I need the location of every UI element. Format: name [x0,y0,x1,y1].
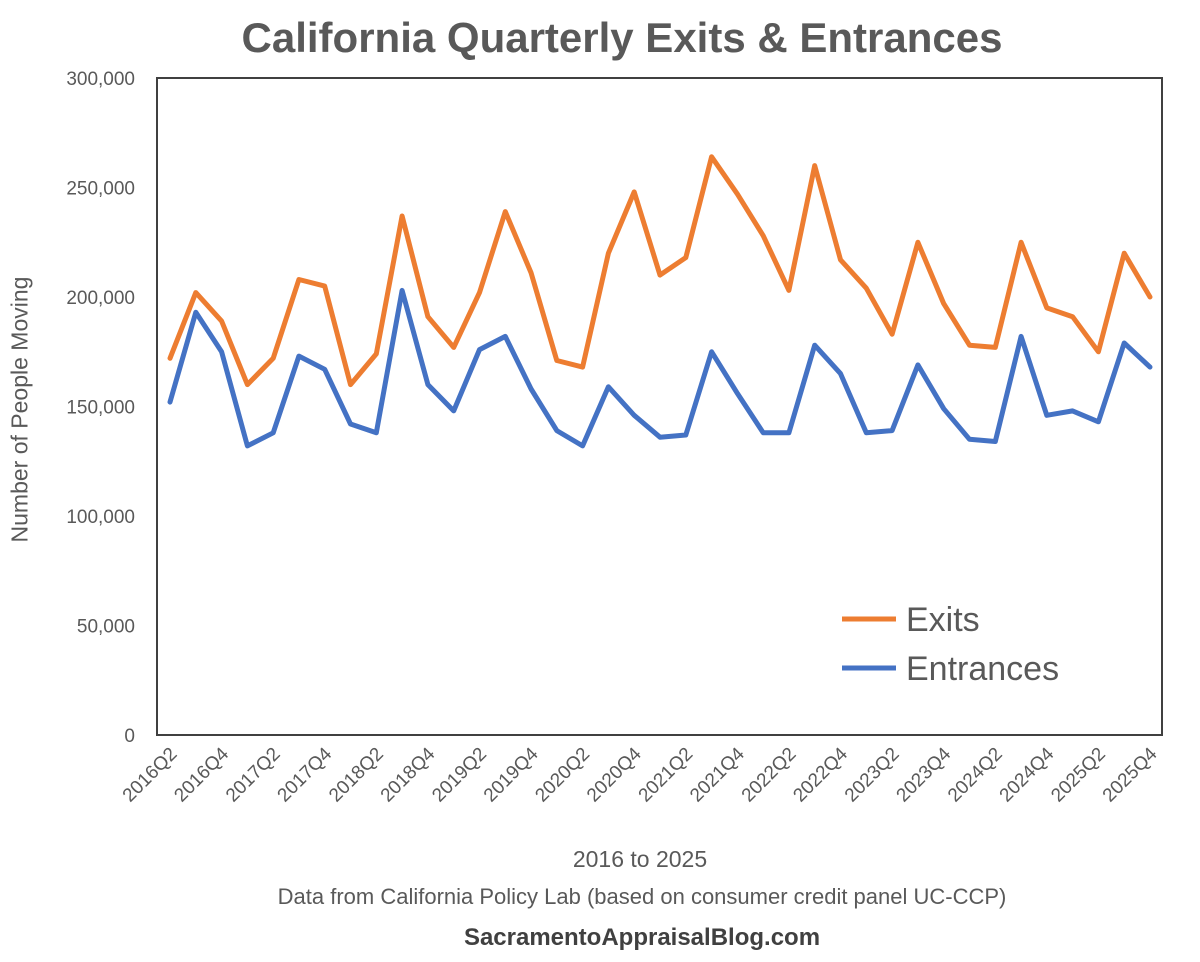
x-tick-label: 2023Q2 [841,744,904,807]
x-tick-label: 2017Q4 [274,743,337,806]
x-tick-label: 2022Q4 [789,743,852,806]
x-tick-label: 2021Q2 [635,744,698,807]
x-tick-label: 2020Q4 [583,743,646,806]
y-tick-label: 0 [124,726,135,747]
x-tick-label: 2016Q2 [119,744,182,807]
y-tick-label: 250,000 [66,179,135,200]
data-source-note: Data from California Policy Lab (based o… [277,884,1007,909]
y-tick-label: 50,000 [77,617,135,638]
x-tick-label: 2018Q2 [325,744,388,807]
x-tick-label: 2023Q4 [893,743,956,806]
x-tick-label: 2019Q2 [428,744,491,807]
y-tick-label: 100,000 [66,507,135,528]
x-tick-label: 2018Q4 [377,743,440,806]
legend-label-entrances: Entrances [906,650,1059,688]
chart-title: California Quarterly Exits & Entrances [241,14,1003,61]
x-tick-label: 2019Q4 [480,743,543,806]
x-tick-label: 2025Q4 [1099,743,1162,806]
legend-label-exits: Exits [906,601,980,639]
x-tick-label: 2024Q4 [996,743,1059,806]
plot-area-border [156,77,1163,736]
x-tick-label: 2016Q4 [170,743,233,806]
x-tick-label: 2021Q4 [686,743,749,806]
site-credit: SacramentoAppraisalBlog.com [463,924,821,951]
y-tick-label: 150,000 [66,398,135,419]
x-tick-label: 2020Q2 [531,744,594,807]
x-tick-label: 2017Q2 [222,744,285,807]
x-tick-label: 2025Q2 [1047,744,1110,807]
x-tick-label: 2022Q2 [738,744,801,807]
series-line-exits [167,154,1153,388]
y-tick-label: 300,000 [66,69,135,90]
y-tick-label: 200,000 [66,288,135,309]
x-tick-label: 2024Q2 [944,744,1007,807]
x-axis-label: 2016 to 2025 [572,846,708,872]
